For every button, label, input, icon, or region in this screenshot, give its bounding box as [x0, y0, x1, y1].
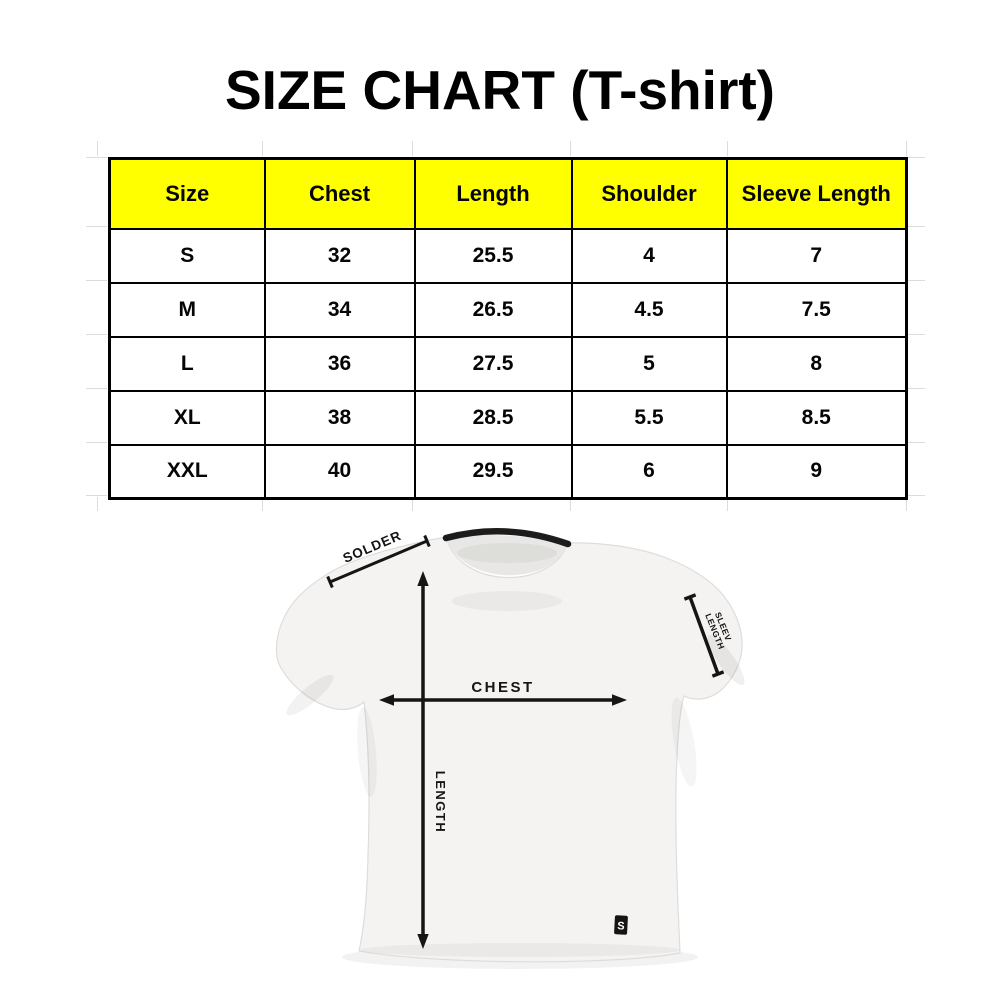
- table-cell: 9: [725, 443, 908, 500]
- table-cell: 32: [263, 227, 416, 284]
- table-cell: 7: [725, 227, 908, 284]
- length-label: LENGTH: [433, 771, 448, 833]
- tshirt-diagram: SOLDER SLEEV LENGTH CHEST LENGTH S: [275, 528, 745, 969]
- table-cell: 36: [263, 335, 416, 392]
- length-arrow: [417, 571, 429, 949]
- table-row: XL 38 28.5 5.5 8.5: [108, 389, 908, 446]
- table-cell: 5: [570, 335, 728, 392]
- table-cell: L: [108, 335, 266, 392]
- table-row: L 36 27.5 5 8: [108, 335, 908, 392]
- neck-shade: [457, 543, 557, 563]
- table-cell: 29.5: [413, 443, 573, 500]
- gridline: [97, 141, 907, 156]
- gridline: [906, 157, 925, 496]
- table-cell: XL: [108, 389, 266, 446]
- size-table: Size Chest Length Shoulder Sleeve Length…: [108, 157, 908, 500]
- column-header-sleeve-length: Sleeve Length: [725, 157, 908, 230]
- table-cell: 7.5: [725, 281, 908, 338]
- chest-arrow: [379, 694, 627, 706]
- table-header-row: Size Chest Length Shoulder Sleeve Length: [108, 157, 908, 230]
- table-row: XXL 40 29.5 6 9: [108, 443, 908, 500]
- gridline: [86, 157, 107, 496]
- table-cell: 4: [570, 227, 728, 284]
- column-header-length: Length: [413, 157, 573, 230]
- shoulder-measure-line: [326, 534, 431, 589]
- table-cell: 8.5: [725, 389, 908, 446]
- table-cell: M: [108, 281, 266, 338]
- table-cell: 40: [263, 443, 416, 500]
- table-cell: 26.5: [413, 281, 573, 338]
- table-cell: 27.5: [413, 335, 573, 392]
- table-cell: S: [108, 227, 266, 284]
- collar: [442, 528, 572, 548]
- table-cell: 8: [725, 335, 908, 392]
- gridline: [97, 497, 907, 511]
- column-header-shoulder: Shoulder: [570, 157, 728, 230]
- table-cell: XXL: [108, 443, 266, 500]
- column-header-size: Size: [108, 157, 266, 230]
- table-cell: 5.5: [570, 389, 728, 446]
- page-title: SIZE CHART (T-shirt): [225, 59, 775, 121]
- brand-tag: S: [614, 915, 628, 935]
- fabric-shading: [286, 591, 745, 957]
- table-row: S 32 25.5 4 7: [108, 227, 908, 284]
- column-header-chest: Chest: [263, 157, 416, 230]
- table-cell: 25.5: [413, 227, 573, 284]
- tshirt-graphic: [275, 536, 743, 963]
- table-cell: 28.5: [413, 389, 573, 446]
- table-cell: 38: [263, 389, 416, 446]
- brand-tag-letter: S: [617, 920, 625, 932]
- table-cell: 4.5: [570, 281, 728, 338]
- table-cell: 34: [263, 281, 416, 338]
- chest-label: CHEST: [471, 679, 534, 696]
- table-row: M 34 26.5 4.5 7.5: [108, 281, 908, 338]
- table-cell: 6: [570, 443, 728, 500]
- sleeve-measure-line: [683, 593, 725, 678]
